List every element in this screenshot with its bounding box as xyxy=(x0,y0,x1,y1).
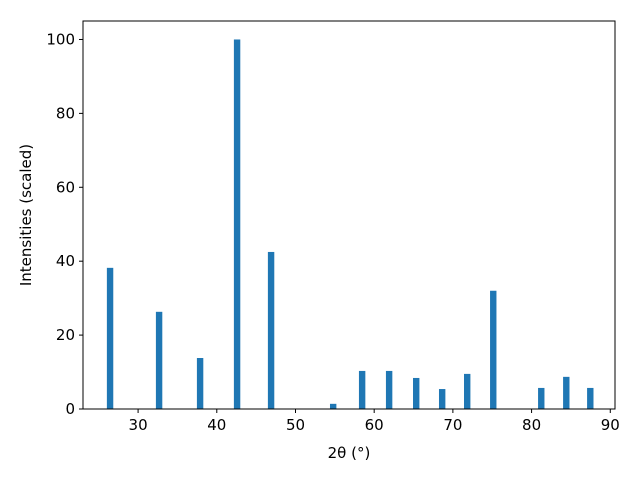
x-tick-label: 70 xyxy=(443,416,462,434)
x-tick-label: 50 xyxy=(286,416,305,434)
x-tick-label: 40 xyxy=(207,416,226,434)
bar xyxy=(267,251,275,409)
y-axis-label: Intensities (scaled) xyxy=(17,144,35,286)
y-tick-label: 60 xyxy=(56,178,75,196)
bar xyxy=(385,370,393,409)
bar xyxy=(329,403,337,409)
x-tick-label: 60 xyxy=(365,416,384,434)
bar xyxy=(587,387,594,409)
x-tick-label: 80 xyxy=(522,416,541,434)
y-tick-label: 80 xyxy=(56,104,75,122)
y-tick-label: 0 xyxy=(65,400,75,418)
bar xyxy=(196,358,204,409)
x-tick-label: 30 xyxy=(129,416,148,434)
bar xyxy=(538,387,545,409)
y-tick-label: 40 xyxy=(56,252,75,270)
bar xyxy=(464,373,471,409)
bar xyxy=(563,376,570,409)
y-tick-label: 20 xyxy=(56,326,75,344)
bar xyxy=(106,267,114,409)
bar xyxy=(413,377,420,409)
plot-frame xyxy=(82,20,616,410)
x-axis-label: 2θ (°) xyxy=(328,444,371,462)
bar xyxy=(358,370,366,409)
x-tick-label: 90 xyxy=(601,416,620,434)
y-tick-label: 100 xyxy=(46,30,75,48)
bar xyxy=(438,389,446,409)
bar xyxy=(155,311,163,409)
bar xyxy=(490,290,497,409)
bar xyxy=(233,39,241,409)
